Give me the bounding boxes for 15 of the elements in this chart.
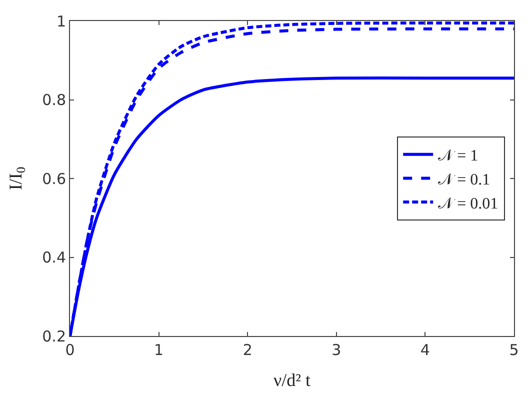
x-tick-label: 2 [242, 341, 252, 359]
legend-label: 𝒩 = 1 [438, 148, 478, 165]
x-axis-title: ν/d² t [273, 370, 311, 390]
y-tick-label: 1 [56, 12, 66, 30]
x-tick-label: 4 [420, 341, 430, 359]
x-tick-label: 3 [332, 341, 342, 359]
y-tick-label: 0.2 [42, 327, 66, 346]
x-tick-label: 0 [65, 341, 75, 359]
y-tick-label: 0.8 [42, 91, 66, 109]
y-tick-label: 0.6 [42, 170, 66, 188]
legend-label: 𝒩 = 0.1 [438, 171, 490, 188]
x-tick-label: 5 [509, 341, 519, 359]
legend-label: 𝒩 = 0.01 [438, 195, 498, 212]
x-tick-label: 1 [154, 341, 164, 359]
y-tick-label: 0.4 [42, 248, 66, 266]
